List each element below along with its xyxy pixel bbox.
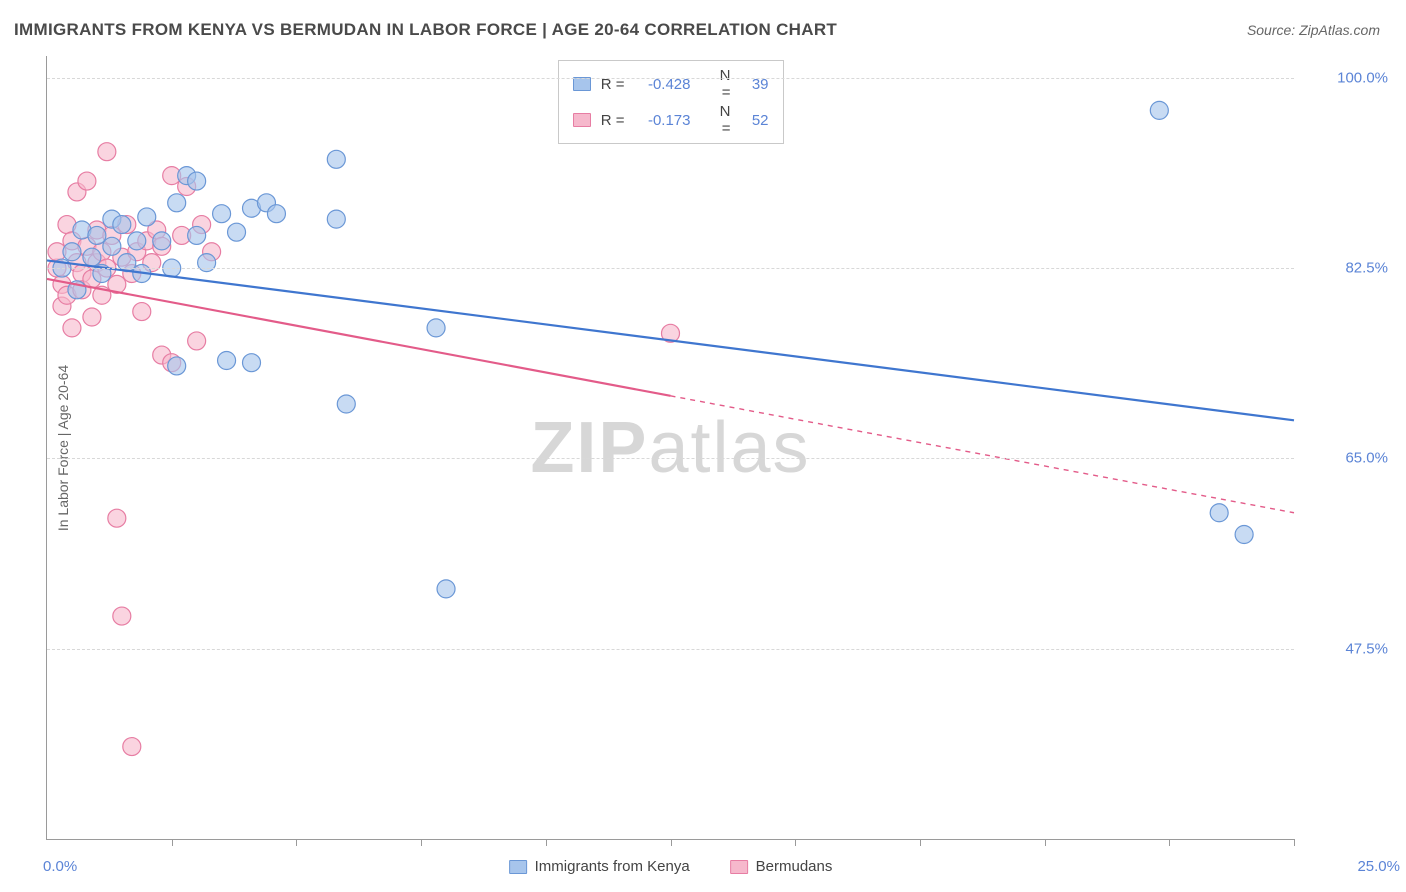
kenya-point: [427, 319, 445, 337]
kenya-point: [138, 208, 156, 226]
x-tick: [1045, 839, 1046, 846]
y-tick-label: 100.0%: [1337, 69, 1388, 86]
gridline: [47, 78, 1294, 79]
source-label: Source: ZipAtlas.com: [1247, 22, 1380, 38]
bermudans-point: [123, 738, 141, 756]
kenya-point: [1150, 101, 1168, 119]
gridline: [47, 268, 1294, 269]
x-tick: [172, 839, 173, 846]
x-tick: [671, 839, 672, 846]
bermudans-point: [78, 172, 96, 190]
x-tick: [546, 839, 547, 846]
kenya-point: [218, 352, 236, 370]
kenya-point: [103, 237, 121, 255]
kenya-point: [1235, 526, 1253, 544]
kenya-point: [88, 226, 106, 244]
kenya-point: [337, 395, 355, 413]
bermudans-point: [188, 332, 206, 350]
kenya-point: [213, 205, 231, 223]
bermudans-point: [133, 303, 151, 321]
y-tick-label: 47.5%: [1345, 640, 1388, 657]
x-tick: [795, 839, 796, 846]
kenya-point: [63, 243, 81, 261]
kenya-point: [168, 194, 186, 212]
kenya-point: [1210, 504, 1228, 522]
x-axis-min-label: 0.0%: [43, 858, 77, 875]
kenya-point: [437, 580, 455, 598]
kenya-point: [128, 232, 146, 250]
legend-label: Immigrants from Kenya: [535, 858, 690, 875]
bermudans-point: [83, 308, 101, 326]
legend-label: Bermudans: [756, 858, 833, 875]
kenya-point: [168, 357, 186, 375]
y-tick-label: 82.5%: [1345, 260, 1388, 277]
chart-title: IMMIGRANTS FROM KENYA VS BERMUDAN IN LAB…: [14, 20, 837, 40]
kenya-point: [188, 226, 206, 244]
legend-item-kenya: Immigrants from Kenya: [509, 858, 690, 875]
kenya-point: [113, 216, 131, 234]
x-tick: [1294, 839, 1295, 846]
x-axis-max-label: 25.0%: [1357, 858, 1400, 875]
chart-container: IMMIGRANTS FROM KENYA VS BERMUDAN IN LAB…: [0, 0, 1406, 892]
bermudans-trendline-dash: [671, 396, 1295, 513]
x-tick: [421, 839, 422, 846]
y-tick-label: 65.0%: [1345, 450, 1388, 467]
kenya-point: [188, 172, 206, 190]
gridline: [47, 458, 1294, 459]
kenya-point: [153, 232, 171, 250]
plot-area: In Labor Force | Age 20-64 ZIPatlas R = …: [46, 56, 1294, 840]
x-tick: [1169, 839, 1170, 846]
x-tick: [296, 839, 297, 846]
kenya-point: [243, 354, 261, 372]
kenya-legend-swatch-icon: [509, 860, 527, 874]
bermudans-point: [113, 607, 131, 625]
bermudans-trendline: [47, 279, 671, 396]
legend-item-bermudans: Bermudans: [730, 858, 833, 875]
kenya-point: [83, 248, 101, 266]
kenya-point: [228, 223, 246, 241]
bermudans-point: [108, 509, 126, 527]
bermudans-point: [98, 143, 116, 161]
x-tick: [920, 839, 921, 846]
kenya-point: [267, 205, 285, 223]
kenya-point: [327, 150, 345, 168]
bermudans-point: [63, 319, 81, 337]
gridline: [47, 649, 1294, 650]
scatter-plot-svg: [47, 56, 1294, 839]
bottom-legend: Immigrants from Kenya Bermudans: [509, 858, 833, 875]
kenya-point: [327, 210, 345, 228]
bermudans-legend-swatch-icon: [730, 860, 748, 874]
